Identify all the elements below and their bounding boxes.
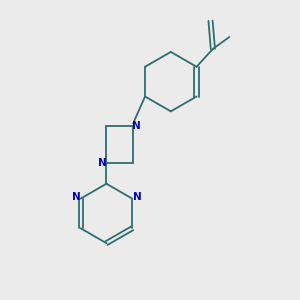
Text: N: N [98,158,107,168]
Text: N: N [132,121,141,131]
Text: N: N [133,192,141,203]
Text: N: N [72,192,80,203]
